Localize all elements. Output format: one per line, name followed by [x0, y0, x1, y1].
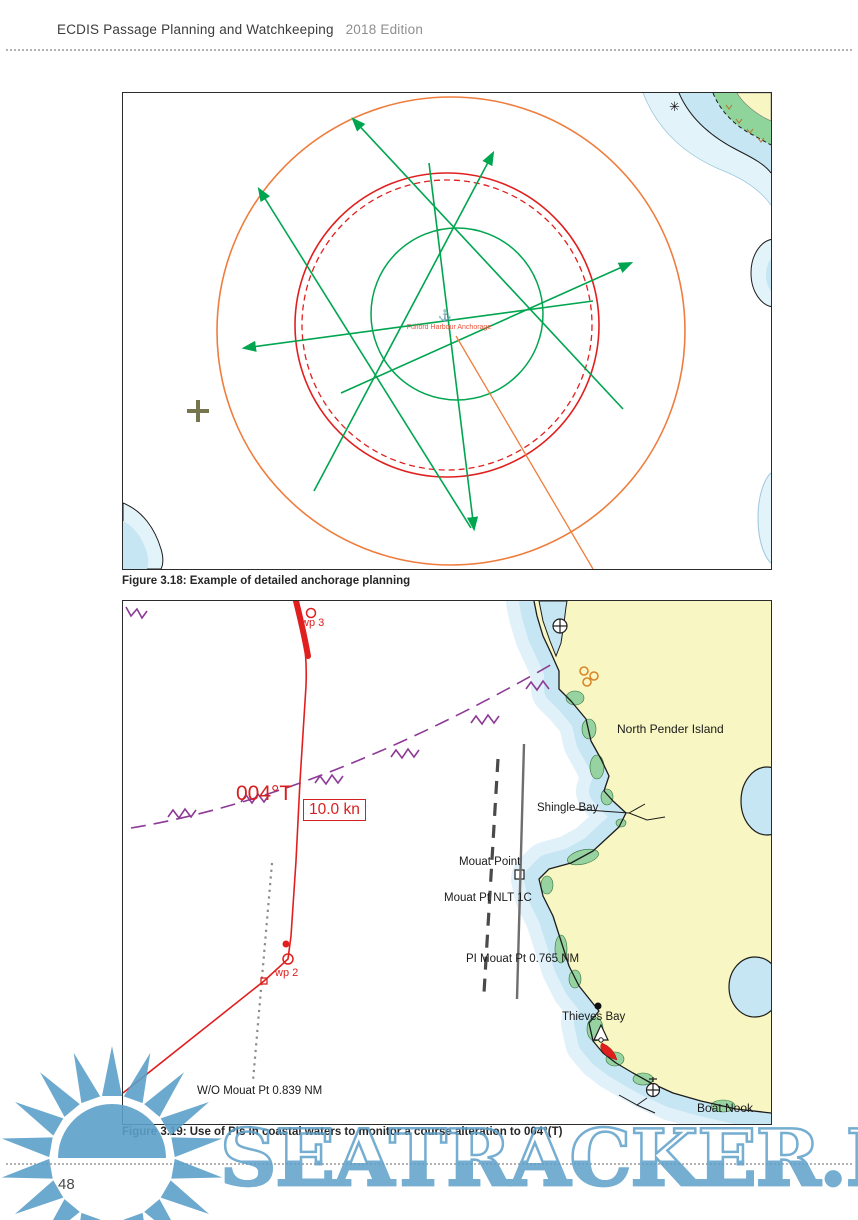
- waypoint2-circle-icon: [282, 953, 294, 965]
- figure-3-18-caption: Figure 3.18: Example of detailed anchora…: [122, 575, 411, 587]
- anchorage-name-label: Fulford Harbour Anchorage: [406, 324, 492, 331]
- waypoint3-label: wp 3: [301, 617, 325, 629]
- coastline-topright: [642, 93, 771, 206]
- bearing-arrows: [241, 117, 634, 532]
- crosshair-icon: [187, 400, 209, 422]
- anchorage-range-rings: [216, 96, 686, 566]
- header-title: ECDIS Passage Planning and Watchkeeping: [57, 22, 334, 37]
- shallow-patches: [123, 238, 771, 569]
- thieves-bay-dot-icon: [594, 1002, 602, 1010]
- waypoint2-label: wp 2: [275, 967, 299, 979]
- waypoint3-circle-icon: [305, 607, 317, 619]
- shingle-bay-label: Shingle Bay: [537, 802, 599, 814]
- figure-3-19-caption: Figure 3.19: Use of PIs in coastal water…: [122, 1126, 563, 1138]
- speed-label: 10.0 kn: [303, 799, 366, 821]
- course-label: 004°T: [236, 782, 293, 805]
- right-edge-water: [728, 766, 771, 1018]
- wheel-over-label: W/O Mouat Pt 0.839 NM: [197, 1085, 323, 1097]
- rock-icon: ✳: [669, 99, 680, 114]
- figure-3-18-anchorage-chart: ✳ ⚓ Fulford Harbour Anchorage: [122, 92, 772, 570]
- ship-marker-icon: [600, 1042, 618, 1061]
- planned-route: [123, 601, 317, 1094]
- pi-line: [515, 743, 526, 1000]
- mouat-point-label: Mouat Point: [459, 856, 521, 868]
- page-number: 48: [58, 1176, 75, 1193]
- circled-cross-icon-north: [552, 618, 568, 634]
- header-rule: [6, 49, 852, 51]
- wheel-over-line: [251, 862, 274, 1082]
- beacon-icon: [593, 1023, 609, 1043]
- footer-rule: [6, 1163, 852, 1165]
- boat-nook-label: Boat Nook: [697, 1101, 754, 1115]
- header-edition: 2018 Edition: [345, 22, 424, 37]
- pi-label: PI Mouat Pt 0.765 NM: [466, 953, 580, 965]
- mooring-buoys-icon: [579, 666, 599, 687]
- figure-3-19-coastal-chart: wp 3 wp 2 004°T 10.0 kn North Pender Isl…: [122, 600, 772, 1125]
- coastline: [533, 601, 771, 1114]
- island-label: North Pender Island: [617, 722, 724, 736]
- anchor-icon: ⚓: [438, 310, 452, 322]
- circled-cross-icon-boatnook: [645, 1077, 661, 1098]
- wheel-over-point-icon: [260, 977, 268, 985]
- anchor-bearing-line: [455, 335, 594, 569]
- nlt-label: Mouat Pt NLT 1C: [444, 892, 532, 904]
- creek-lines: [574, 803, 666, 1114]
- nlt-line: [482, 758, 500, 994]
- coastal-chart-svg: [123, 601, 771, 1124]
- thieves-bay-label: Thieves Bay: [562, 1011, 626, 1023]
- position-dot-icon: [282, 940, 290, 948]
- anchorage-chart-svg: [123, 93, 771, 569]
- page-header: ECDIS Passage Planning and Watchkeeping …: [57, 22, 423, 37]
- purple-squiggle-line: [125, 606, 555, 829]
